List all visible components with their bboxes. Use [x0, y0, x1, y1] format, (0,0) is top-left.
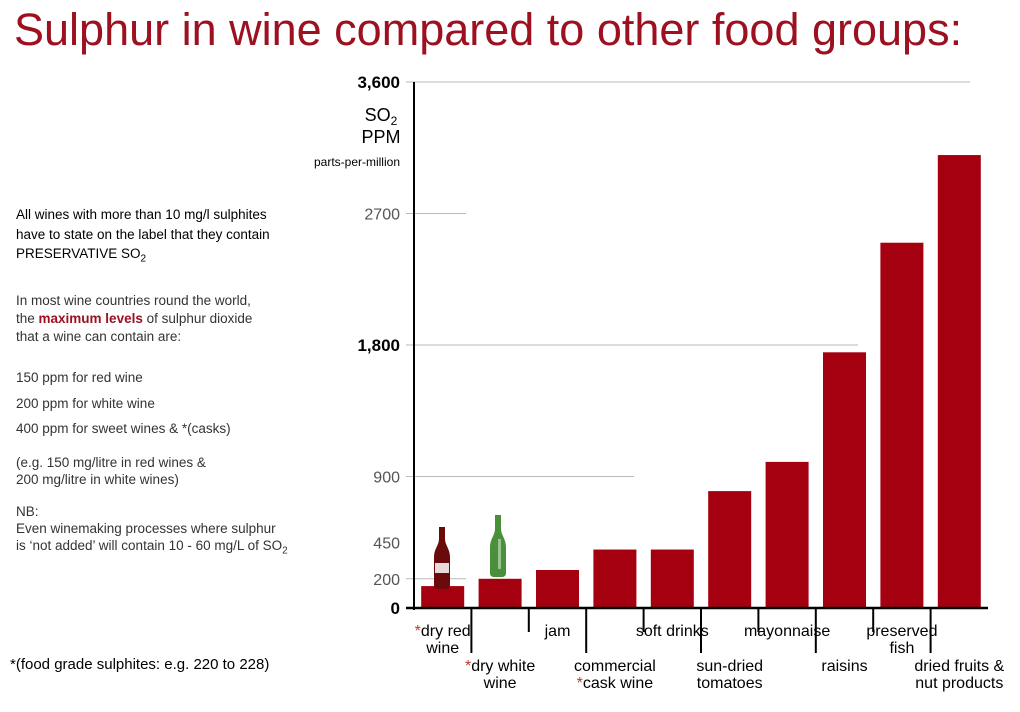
unit-ppm: PPM: [361, 127, 400, 147]
red-wine-limit: 150 ppm for red wine: [16, 370, 143, 385]
unit-so2: SO2: [365, 105, 398, 128]
bar-2: [536, 570, 579, 608]
example-line-1: (e.g. 150 mg/litre in red wines &: [16, 455, 206, 470]
sweet-wine-limit: 400 ppm for sweet wines & *(casks): [16, 421, 231, 436]
x-label-0-0: *dry red: [415, 623, 471, 640]
y-tick-900: 900: [373, 470, 400, 487]
y-tick-labels: 0 200 450 900 1,800 2700 3,600: [357, 73, 400, 618]
label-rule-line-2: have to state on the label that they con…: [16, 227, 270, 242]
max-levels-line-3: that a wine can contain are:: [16, 329, 182, 344]
unit-parts-per-million: parts-per-million: [314, 155, 400, 169]
max-levels-highlight: maximum levels: [38, 311, 143, 326]
bar-6: [765, 461, 809, 608]
y-tick-0: 0: [391, 599, 400, 618]
x-label-1-0: *dry white: [465, 658, 535, 675]
x-label-2-0: jam: [544, 623, 571, 640]
bottles: [434, 515, 506, 589]
x-label-9-0: dried fruits &: [914, 658, 1004, 675]
y-tick-200: 200: [373, 572, 400, 589]
white-wine-bottle-icon: [490, 515, 506, 577]
bar-0: [421, 586, 465, 608]
x-label-5-1: tomatoes: [697, 675, 763, 692]
nb-line-3: is ‘not added’ will contain 10 - 60 mg/L…: [16, 538, 288, 557]
x-label-9-1: nut products: [915, 675, 1003, 692]
x-label-6-0: mayonnaise: [744, 623, 830, 640]
y-tick-2700: 2700: [364, 207, 400, 224]
max-levels-line-1: In most wine countries round the world,: [16, 293, 251, 308]
y-tick-1800: 1,800: [357, 336, 400, 355]
example-line-2: 200 mg/litre in white wines): [16, 472, 179, 487]
x-label-0-1: wine: [425, 640, 459, 657]
x-label-3-0: commercial: [574, 658, 656, 675]
bar-4: [650, 549, 694, 608]
bar-9: [937, 155, 981, 609]
x-label-3-1: *cask wine: [577, 675, 654, 692]
x-label-4-0: soft drinks: [636, 623, 709, 640]
x-label-8-1: fish: [889, 640, 914, 657]
x-label-8-0: preserved: [866, 623, 937, 640]
nb-line-2: Even winemaking processes where sulphur: [16, 521, 276, 536]
x-label-5-0: sun-dried: [696, 658, 763, 675]
bar-8: [880, 242, 924, 608]
axes: [406, 82, 988, 653]
footnote: *(food grade sulphites: e.g. 220 to 228): [10, 656, 270, 673]
max-levels-line-2: the maximum levels of sulphur dioxide: [16, 311, 253, 326]
bars: [421, 155, 981, 609]
bar-7: [823, 352, 866, 608]
bar-5: [708, 491, 752, 608]
y-tick-3600: 3,600: [357, 73, 400, 92]
white-wine-limit: 200 ppm for white wine: [16, 396, 155, 411]
y-tick-450: 450: [373, 535, 400, 552]
bar-3: [593, 549, 637, 608]
label-rule-line-1: All wines with more than 10 mg/l sulphit…: [16, 207, 267, 222]
x-label-7-0: raisins: [821, 658, 867, 675]
chart-title: Sulphur in wine compared to other food g…: [14, 4, 963, 55]
x-label-1-1: wine: [483, 675, 517, 692]
nb-line-1: NB:: [16, 504, 39, 519]
red-wine-bottle-icon: [434, 527, 450, 589]
bar-1: [478, 578, 522, 608]
label-rule-line-3: PRESERVATIVE SO2: [16, 246, 147, 265]
